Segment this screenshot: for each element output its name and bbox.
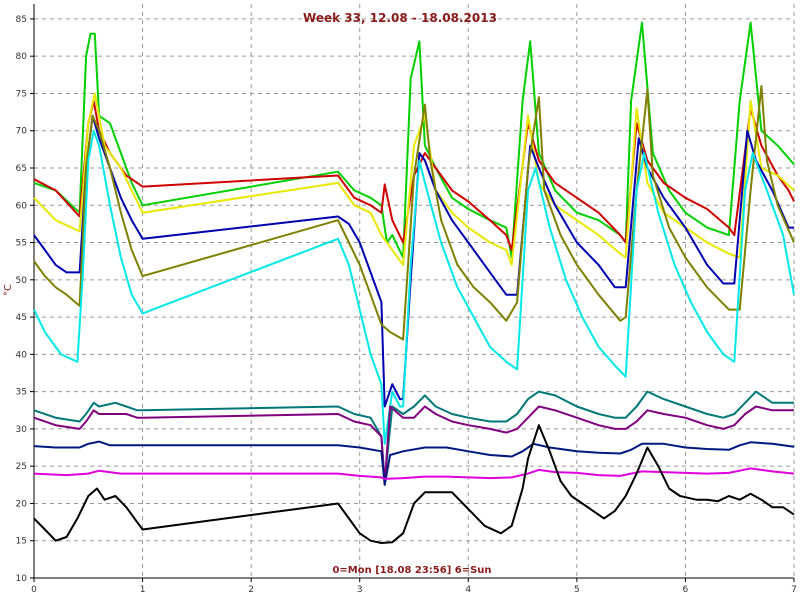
chart-title: Week 33, 12.08 - 18.08.2013 xyxy=(303,11,497,25)
x-tick-label: 4 xyxy=(465,585,471,595)
series-line-3 xyxy=(33,92,795,266)
y-axis-label: °C xyxy=(3,284,14,296)
y-tick-label: 25 xyxy=(16,462,27,472)
x-tick-label: 1 xyxy=(140,585,146,595)
y-tick-label: 80 xyxy=(16,52,28,62)
y-tick-label: 30 xyxy=(16,425,28,435)
y-tick-label: 85 xyxy=(16,15,27,25)
y-tick-label: 45 xyxy=(16,313,27,323)
axes xyxy=(30,4,795,582)
x-tick-label: 5 xyxy=(574,585,580,595)
series-line-8 xyxy=(33,405,794,486)
series-line-11 xyxy=(33,424,795,544)
x-tick-label: 2 xyxy=(248,585,254,595)
y-tick-label: 50 xyxy=(16,276,28,286)
series-line-1 xyxy=(33,21,795,259)
y-tick-label: 10 xyxy=(16,574,28,584)
series-line-5 xyxy=(33,85,795,341)
series-line-4 xyxy=(33,114,794,408)
x-tick-label: 6 xyxy=(683,585,689,595)
y-tick-label: 15 xyxy=(16,537,27,547)
series-line-10 xyxy=(33,467,795,480)
y-tick-label: 60 xyxy=(16,201,28,211)
series-line-9 xyxy=(33,440,795,486)
y-tick-label: 75 xyxy=(16,89,27,99)
y-tick-label: 70 xyxy=(16,127,28,137)
grid-lines xyxy=(34,4,795,579)
x-tick-label: 7 xyxy=(791,585,797,595)
y-tick-label: 20 xyxy=(16,499,28,509)
x-axis-label: 0=Mon [18.08 23:56] 6=Sun xyxy=(332,565,491,576)
y-tick-label: 55 xyxy=(16,239,27,249)
y-tick-label: 65 xyxy=(16,164,27,174)
series-line-6 xyxy=(33,129,795,445)
x-tick-label: 3 xyxy=(357,585,363,595)
series-line-2 xyxy=(33,99,795,251)
series-line-7 xyxy=(33,390,794,483)
y-tick-label: 35 xyxy=(16,388,27,398)
series-lines xyxy=(33,21,795,544)
x-tick-label: 0 xyxy=(31,585,37,595)
y-tick-label: 40 xyxy=(16,350,28,360)
